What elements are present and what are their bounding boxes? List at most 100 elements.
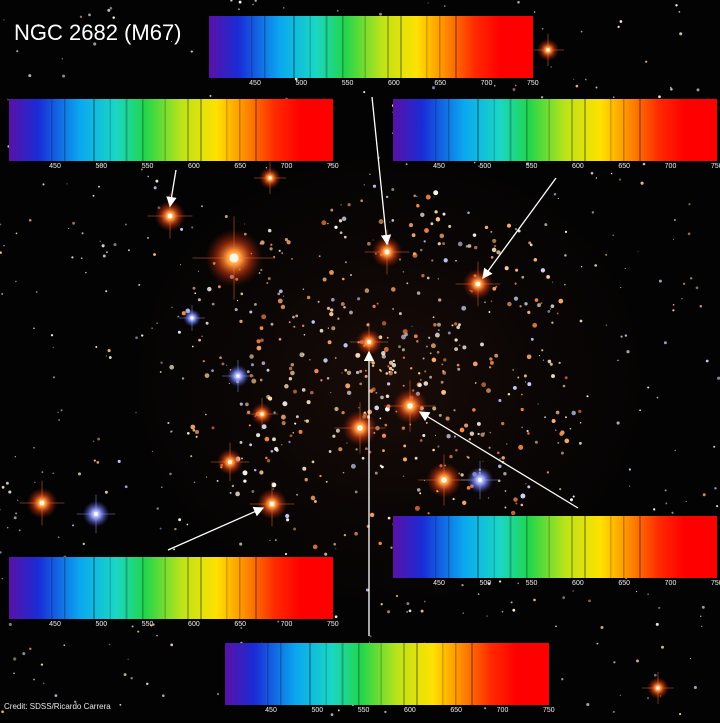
background-star	[685, 500, 687, 502]
background-star	[433, 196, 435, 198]
background-star	[653, 508, 656, 511]
background-star	[512, 368, 515, 371]
background-star	[80, 257, 83, 260]
background-star	[309, 358, 311, 361]
cluster-star	[385, 195, 389, 199]
background-star	[17, 499, 19, 501]
spectrum-panel-bottom-center: 450 500 550 600 650 700 750	[225, 643, 555, 723]
cluster-star	[564, 376, 568, 380]
cluster-star	[507, 301, 512, 307]
background-star	[639, 409, 641, 412]
background-star	[284, 238, 288, 242]
cluster-star	[341, 216, 347, 222]
background-star	[637, 251, 639, 253]
cluster-star	[547, 359, 552, 364]
cluster-star	[433, 323, 437, 327]
wavelength-tick-label: 750	[542, 707, 555, 714]
cluster-star	[288, 377, 293, 381]
background-star	[206, 476, 208, 478]
cluster-star	[489, 360, 494, 365]
cluster-star	[322, 277, 327, 282]
cluster-star	[503, 471, 507, 476]
background-star	[573, 78, 575, 80]
background-star	[517, 582, 520, 585]
cluster-star	[329, 270, 334, 275]
background-star	[342, 471, 345, 474]
cluster-star	[291, 257, 293, 260]
background-star	[273, 411, 276, 414]
wavelength-axis: 450 500 550 600 650 700 750	[9, 163, 338, 177]
arrow-to-center-right-star	[418, 411, 579, 509]
background-star	[178, 518, 182, 522]
background-star	[605, 253, 608, 256]
cluster-star	[443, 358, 447, 362]
cluster-star	[273, 255, 276, 258]
cluster-star	[474, 382, 477, 384]
background-star	[542, 359, 545, 361]
cluster-star	[169, 364, 175, 370]
cluster-star	[259, 378, 263, 382]
cluster-star	[533, 258, 538, 262]
background-star	[555, 429, 557, 431]
background-star	[99, 240, 102, 243]
background-star	[93, 459, 96, 462]
cluster-star	[469, 431, 475, 436]
background-star	[92, 194, 95, 197]
background-star	[380, 603, 383, 606]
cluster-star	[431, 357, 437, 363]
background-star	[578, 441, 582, 445]
cluster-star	[484, 225, 489, 230]
star-blue	[222, 360, 254, 392]
cluster-star	[267, 277, 271, 280]
background-star	[434, 434, 437, 436]
cluster-star	[375, 391, 378, 394]
background-star	[293, 527, 297, 531]
background-star	[493, 84, 496, 87]
background-star	[180, 227, 184, 231]
cluster-star	[378, 541, 382, 546]
background-star	[533, 11, 536, 13]
wavelength-tick-label: 550	[141, 621, 154, 628]
cluster-star	[501, 421, 505, 426]
background-star	[237, 299, 239, 302]
wavelength-axis: 450 500 550 600 650 700 750	[209, 80, 538, 94]
cluster-star	[299, 352, 305, 358]
background-star	[113, 243, 117, 247]
background-star	[330, 208, 334, 212]
cluster-star	[520, 493, 526, 499]
background-star	[679, 32, 683, 36]
cluster-star	[250, 363, 255, 367]
cluster-star	[294, 422, 297, 425]
wavelength-tick-label: 550	[525, 163, 538, 170]
background-star	[57, 411, 59, 413]
background-star	[550, 308, 552, 310]
cluster-star	[278, 289, 283, 294]
cluster-star	[288, 440, 291, 444]
star-blue	[179, 305, 205, 331]
background-star	[656, 396, 659, 399]
background-star	[678, 11, 681, 13]
cluster-star	[326, 377, 330, 380]
cluster-star	[511, 510, 516, 516]
background-star	[437, 445, 440, 448]
cluster-star	[205, 321, 209, 325]
cluster-star	[340, 302, 345, 306]
cluster-star	[371, 361, 376, 365]
cluster-star	[490, 256, 494, 259]
cluster-star	[546, 274, 551, 279]
cluster-star	[190, 424, 196, 430]
cluster-star	[266, 282, 269, 285]
background-star	[477, 432, 480, 436]
cluster-star	[242, 470, 248, 476]
background-star	[561, 678, 564, 681]
background-star	[512, 608, 516, 612]
background-star	[689, 658, 692, 660]
cluster-star	[527, 432, 530, 435]
background-star	[63, 644, 66, 647]
cluster-star	[323, 358, 328, 363]
spectrum-strip	[9, 99, 333, 161]
background-star	[137, 630, 140, 633]
cluster-star	[549, 362, 553, 366]
background-star	[437, 278, 439, 280]
cluster-star	[438, 298, 442, 302]
